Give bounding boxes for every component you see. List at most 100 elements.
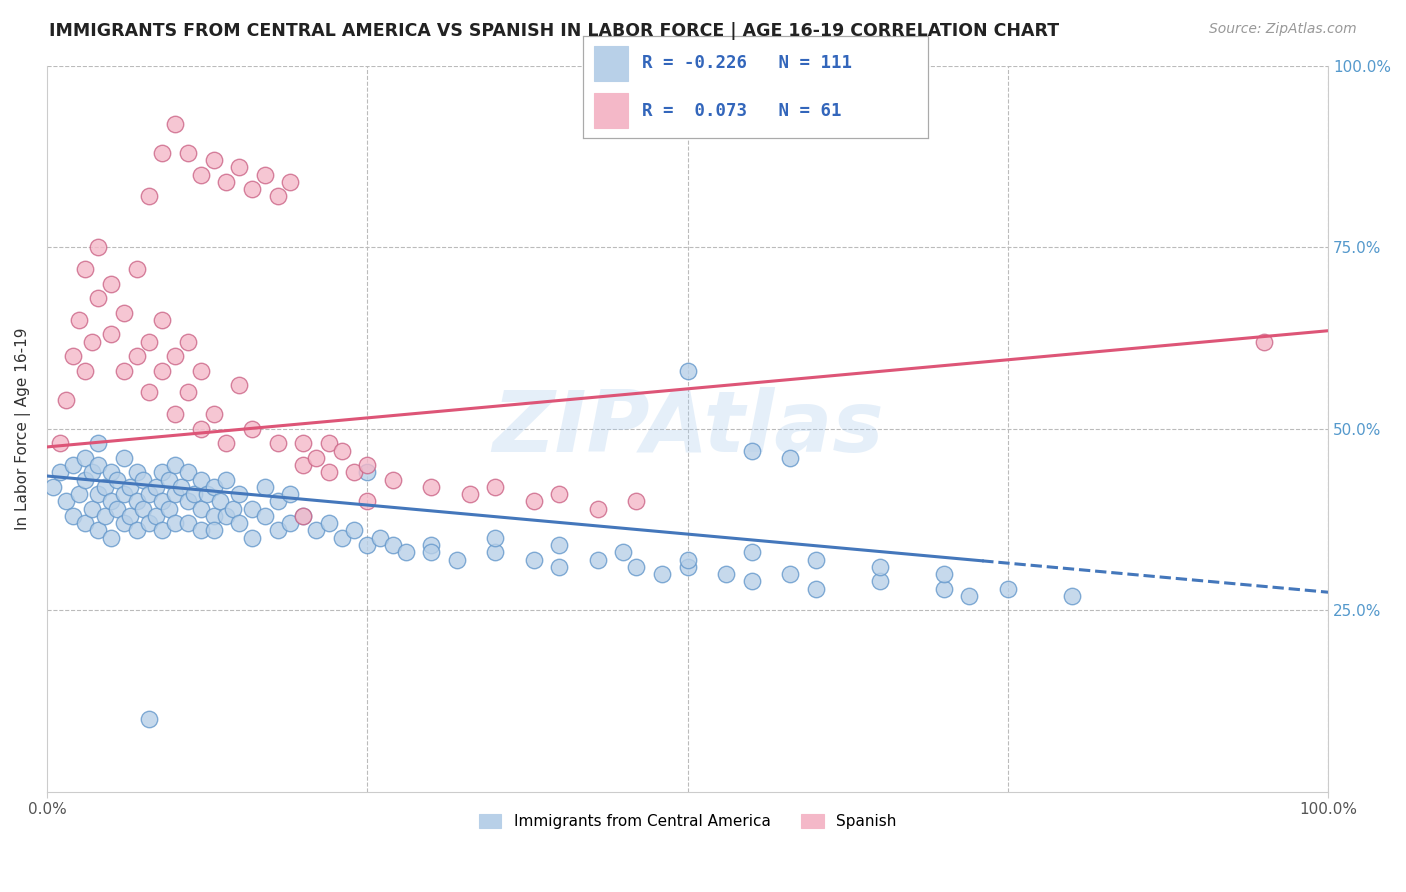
Point: [292, 436, 315, 450]
Point: [80, 466, 103, 480]
Point: [305, 524, 328, 538]
Point: [305, 450, 328, 465]
Point: [548, 538, 571, 552]
Point: [120, 480, 142, 494]
Point: [523, 552, 546, 566]
Point: [548, 487, 571, 501]
Point: [112, 450, 135, 465]
Point: [741, 443, 763, 458]
Point: [280, 175, 302, 189]
Point: [165, 349, 187, 363]
Point: [626, 494, 648, 508]
Point: [484, 531, 506, 545]
Point: [75, 473, 97, 487]
Point: [215, 175, 238, 189]
Legend: Immigrants from Central America, Spanish: Immigrants from Central America, Spanish: [472, 808, 903, 835]
Point: [80, 501, 103, 516]
Point: [190, 473, 212, 487]
Point: [125, 524, 148, 538]
Point: [343, 466, 366, 480]
Point: [93, 508, 115, 523]
Point: [87, 524, 110, 538]
Text: R =  0.073   N = 61: R = 0.073 N = 61: [643, 102, 842, 120]
Point: [202, 480, 225, 494]
Point: [80, 334, 103, 349]
Point: [356, 458, 378, 472]
Point: [215, 508, 238, 523]
Point: [228, 161, 250, 175]
Point: [145, 480, 167, 494]
Point: [957, 589, 980, 603]
Point: [548, 559, 571, 574]
Point: [523, 494, 546, 508]
Bar: [593, 45, 628, 81]
Point: [869, 574, 891, 589]
Point: [190, 524, 212, 538]
Point: [612, 545, 634, 559]
Point: [208, 494, 231, 508]
Point: [100, 466, 122, 480]
Point: [49, 466, 72, 480]
Point: [177, 466, 200, 480]
Point: [741, 545, 763, 559]
Point: [87, 240, 110, 254]
Point: [202, 153, 225, 167]
Point: [87, 487, 110, 501]
Point: [395, 545, 418, 559]
Point: [714, 567, 737, 582]
Point: [484, 545, 506, 559]
Point: [586, 552, 609, 566]
Point: [157, 501, 180, 516]
Point: [997, 582, 1019, 596]
Point: [215, 473, 238, 487]
Point: [318, 436, 340, 450]
Point: [87, 436, 110, 450]
Point: [165, 487, 187, 501]
Point: [138, 712, 160, 726]
Point: [150, 524, 173, 538]
Point: [132, 473, 155, 487]
Point: [190, 364, 212, 378]
Point: [42, 480, 65, 494]
Point: [356, 466, 378, 480]
Point: [292, 508, 315, 523]
Point: [240, 531, 263, 545]
Point: [420, 480, 443, 494]
Point: [202, 524, 225, 538]
Point: [1060, 589, 1083, 603]
Point: [75, 262, 97, 277]
Point: [266, 524, 288, 538]
Point: [177, 494, 200, 508]
Point: [318, 516, 340, 531]
Point: [804, 552, 827, 566]
Point: [120, 508, 142, 523]
Point: [49, 436, 72, 450]
Point: [586, 501, 609, 516]
Y-axis label: In Labor Force | Age 16-19: In Labor Force | Age 16-19: [15, 327, 31, 530]
Point: [356, 538, 378, 552]
Point: [75, 364, 97, 378]
Point: [112, 305, 135, 319]
Point: [215, 436, 238, 450]
Point: [253, 168, 276, 182]
Point: [170, 480, 193, 494]
Point: [318, 466, 340, 480]
Point: [381, 538, 404, 552]
Point: [132, 501, 155, 516]
Point: [228, 516, 250, 531]
Text: ZIPAtlas: ZIPAtlas: [492, 387, 883, 470]
Point: [150, 145, 173, 160]
Point: [240, 182, 263, 196]
Point: [138, 516, 160, 531]
Point: [804, 582, 827, 596]
Point: [107, 501, 129, 516]
Point: [228, 487, 250, 501]
Point: [62, 458, 84, 472]
Point: [55, 494, 77, 508]
Point: [75, 450, 97, 465]
Point: [150, 466, 173, 480]
Point: [112, 487, 135, 501]
Point: [100, 531, 122, 545]
Point: [165, 458, 187, 472]
Point: [368, 531, 391, 545]
